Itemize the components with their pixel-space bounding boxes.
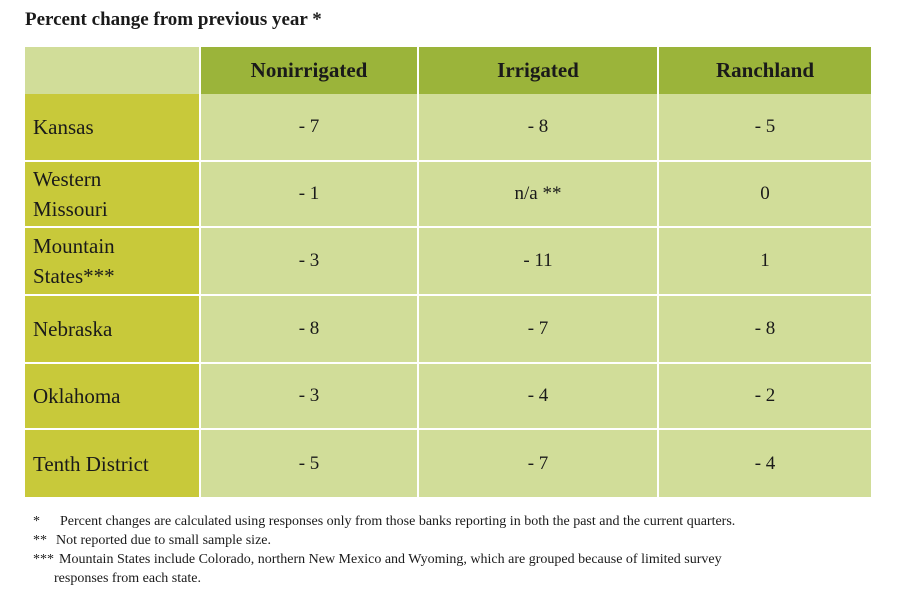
value-cell: - 11 xyxy=(419,228,659,296)
footnote: * Percent changes are calculated using re… xyxy=(33,512,873,531)
value-cell: 1 xyxy=(659,228,871,296)
row-label: Nebraska xyxy=(25,296,201,364)
value-cell: - 5 xyxy=(201,430,419,497)
value-cell: - 4 xyxy=(419,364,659,430)
row-label: Tenth District xyxy=(25,430,201,497)
row-label: Western Missouri xyxy=(25,162,201,228)
row-label: Mountain States*** xyxy=(25,228,201,296)
table-row-oklahoma: Oklahoma - 3 - 4 - 2 xyxy=(25,364,871,430)
table-row-mountain-states: Mountain States*** - 3 - 11 1 xyxy=(25,228,871,296)
row-label: Kansas xyxy=(25,94,201,162)
value-cell: - 1 xyxy=(201,162,419,228)
footnote: *** Mountain States include Colorado, nor… xyxy=(33,550,873,569)
column-header-irrigated: Irrigated xyxy=(419,47,659,94)
row-label-line-1: Western xyxy=(33,167,102,191)
row-label: Oklahoma xyxy=(25,364,201,430)
table-row-tenth-district: Tenth District - 5 - 7 - 4 xyxy=(25,430,871,497)
footnote-continuation: responses from each state. xyxy=(54,571,201,586)
value-cell: - 5 xyxy=(659,94,871,162)
value-cell: - 8 xyxy=(659,296,871,364)
footnote-text: Percent changes are calculated using res… xyxy=(60,514,736,529)
value-cell: - 3 xyxy=(201,228,419,296)
footnote-mark: *** xyxy=(33,552,54,567)
value-cell: - 3 xyxy=(201,364,419,430)
row-label-line-2: States*** xyxy=(33,264,115,288)
footnote-mark: ** xyxy=(33,533,47,548)
value-cell: - 7 xyxy=(201,94,419,162)
value-cell: - 7 xyxy=(419,430,659,497)
value-cell: 0 xyxy=(659,162,871,228)
footnote-text: Not reported due to small sample size. xyxy=(56,533,271,548)
data-table: Nonirrigated Irrigated Ranchland Kansas … xyxy=(25,47,871,497)
chart-title: Percent change from previous year * xyxy=(25,9,322,30)
value-cell: - 8 xyxy=(419,94,659,162)
footnotes: * Percent changes are calculated using re… xyxy=(33,512,873,588)
footnote-mark: * xyxy=(33,514,40,529)
row-label-line-1: Mountain xyxy=(33,234,115,258)
value-cell: - 7 xyxy=(419,296,659,364)
header-row: Nonirrigated Irrigated Ranchland xyxy=(25,47,871,94)
table-row-nebraska: Nebraska - 8 - 7 - 8 xyxy=(25,296,871,364)
footnote: ** Not reported due to small sample size. xyxy=(33,531,873,550)
value-cell: n/a ** xyxy=(419,162,659,228)
corner-cell xyxy=(25,47,201,94)
column-header-nonirrigated: Nonirrigated xyxy=(201,47,419,94)
row-label-line-2: Missouri xyxy=(33,197,108,221)
footnote-text: Mountain States include Colorado, northe… xyxy=(59,552,722,567)
value-cell: - 8 xyxy=(201,296,419,364)
table-row-kansas: Kansas - 7 - 8 - 5 xyxy=(25,94,871,162)
table-row-western-missouri: Western Missouri - 1 n/a ** 0 xyxy=(25,162,871,228)
column-header-ranchland: Ranchland xyxy=(659,47,871,94)
value-cell: - 2 xyxy=(659,364,871,430)
value-cell: - 4 xyxy=(659,430,871,497)
